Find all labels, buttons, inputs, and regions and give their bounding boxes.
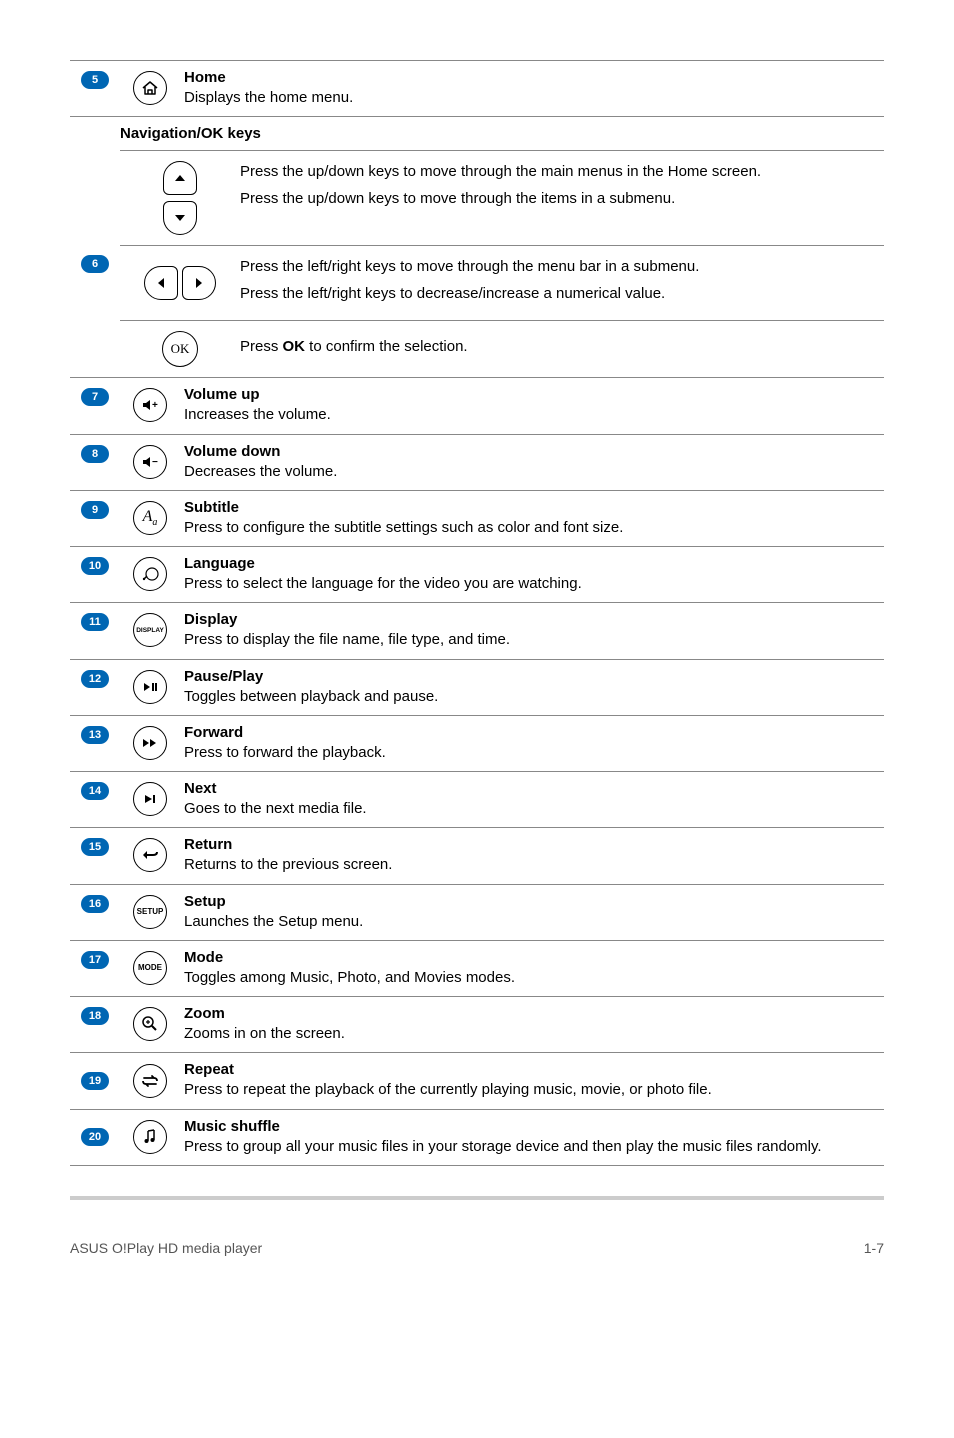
page-footer: ASUS O!Play HD media player 1-7	[70, 1240, 884, 1256]
return-title: Return	[184, 836, 880, 853]
remote-key-table: 5 Home Displays the home menu. Navigatio…	[70, 60, 884, 1166]
subtitle-desc: Press to configure the subtitle settings…	[184, 518, 880, 538]
nav-updown-text-2: Press the up/down keys to move through t…	[240, 188, 874, 209]
voldown-title: Volume down	[184, 443, 880, 460]
nav-ok-text: Press OK to confirm the selection.	[240, 336, 468, 357]
zoom-desc: Zooms in on the screen.	[184, 1024, 880, 1044]
language-title: Language	[184, 555, 880, 572]
svg-text:+: +	[152, 400, 158, 411]
badge-18: 18	[81, 1007, 109, 1025]
volume-up-icon: +	[133, 388, 167, 422]
badge-12: 12	[81, 670, 109, 688]
home-title: Home	[184, 69, 880, 86]
svg-text:−: −	[152, 457, 158, 468]
badge-15: 15	[81, 838, 109, 856]
display-title: Display	[184, 611, 880, 628]
row-volume-down: 8 − Volume down Decreases the volume.	[70, 434, 884, 490]
repeat-icon	[133, 1064, 167, 1098]
badge-13: 13	[81, 726, 109, 744]
badge-19: 19	[81, 1072, 109, 1090]
row-mode: 17 MODE Mode Toggles among Music, Photo,…	[70, 940, 884, 996]
badge-14: 14	[81, 782, 109, 800]
row-zoom: 18 Zoom Zooms in on the screen.	[70, 996, 884, 1052]
row-display: 11 DISPLAY Display Press to display the …	[70, 602, 884, 658]
row-return: 15 Return Returns to the previous screen…	[70, 827, 884, 883]
repeat-title: Repeat	[184, 1061, 880, 1078]
right-arrow-icon	[182, 266, 216, 300]
row-navigation: Navigation/OK keys 6 Press the up/down k…	[70, 116, 884, 377]
badge-10: 10	[81, 557, 109, 575]
ok-button-icon: OK	[162, 331, 198, 367]
nav-updown-row: Press the up/down keys to move through t…	[120, 150, 884, 245]
home-desc: Displays the home menu.	[184, 88, 880, 108]
badge-5: 5	[81, 71, 109, 89]
voldown-desc: Decreases the volume.	[184, 462, 880, 482]
mode-desc: Toggles among Music, Photo, and Movies m…	[184, 968, 880, 988]
badge-8: 8	[81, 445, 109, 463]
pauseplay-icon	[133, 670, 167, 704]
left-arrow-icon	[144, 266, 178, 300]
row-repeat: 19 Repeat Press to repeat the playback o…	[70, 1052, 884, 1108]
footer-divider	[70, 1196, 884, 1200]
row-next: 14 Next Goes to the next media file.	[70, 771, 884, 827]
setup-icon: SETUP	[133, 895, 167, 929]
badge-16: 16	[81, 895, 109, 913]
row-pauseplay: 12 Pause/Play Toggles between playback a…	[70, 659, 884, 715]
next-desc: Goes to the next media file.	[184, 799, 880, 819]
row-setup: 16 SETUP Setup Launches the Setup menu.	[70, 884, 884, 940]
zoom-icon	[133, 1007, 167, 1041]
display-icon: DISPLAY	[133, 613, 167, 647]
volup-desc: Increases the volume.	[184, 405, 880, 425]
volume-down-icon: −	[133, 445, 167, 479]
pauseplay-desc: Toggles between playback and pause.	[184, 687, 880, 707]
nav-leftright-row: Press the left/right keys to move throug…	[120, 245, 884, 320]
forward-desc: Press to forward the playback.	[184, 743, 880, 763]
footer-left: ASUS O!Play HD media player	[70, 1240, 262, 1256]
forward-icon	[133, 726, 167, 760]
badge-7: 7	[81, 388, 109, 406]
row-subtitle: 9 Aa Subtitle Press to configure the sub…	[70, 490, 884, 546]
language-desc: Press to select the language for the vid…	[184, 574, 880, 594]
nav-lr-text-1: Press the left/right keys to move throug…	[240, 256, 874, 277]
return-icon	[133, 838, 167, 872]
nav-updown-text-1: Press the up/down keys to move through t…	[240, 161, 874, 182]
badge-9: 9	[81, 501, 109, 519]
repeat-desc: Press to repeat the playback of the curr…	[184, 1080, 880, 1100]
subtitle-icon: Aa	[133, 501, 167, 535]
return-desc: Returns to the previous screen.	[184, 855, 880, 875]
down-arrow-icon	[163, 201, 197, 235]
nav-title: Navigation/OK keys	[120, 117, 261, 150]
row-home: 5 Home Displays the home menu.	[70, 60, 884, 116]
music-shuffle-icon	[133, 1120, 167, 1154]
badge-20: 20	[81, 1128, 109, 1146]
mode-icon: MODE	[133, 951, 167, 985]
subtitle-title: Subtitle	[184, 499, 880, 516]
up-arrow-icon	[163, 161, 197, 195]
row-shuffle: 20 Music shuffle Press to group all your…	[70, 1109, 884, 1166]
badge-17: 17	[81, 951, 109, 969]
next-icon	[133, 782, 167, 816]
footer-right: 1-7	[864, 1240, 884, 1256]
nav-lr-text-2: Press the left/right keys to decrease/in…	[240, 283, 874, 304]
pauseplay-title: Pause/Play	[184, 668, 880, 685]
badge-6: 6	[81, 255, 109, 273]
home-icon	[133, 71, 167, 105]
badge-11: 11	[81, 613, 109, 631]
volup-title: Volume up	[184, 386, 880, 403]
next-title: Next	[184, 780, 880, 797]
forward-title: Forward	[184, 724, 880, 741]
shuffle-title: Music shuffle	[184, 1118, 880, 1135]
nav-ok-row: OK Press OK to confirm the selection.	[120, 320, 884, 377]
language-icon	[133, 557, 167, 591]
row-volume-up: 7 + Volume up Increases the volume.	[70, 377, 884, 433]
zoom-title: Zoom	[184, 1005, 880, 1022]
shuffle-desc: Press to group all your music files in y…	[184, 1137, 880, 1157]
display-desc: Press to display the file name, file typ…	[184, 630, 880, 650]
setup-title: Setup	[184, 893, 880, 910]
row-forward: 13 Forward Press to forward the playback…	[70, 715, 884, 771]
row-language: 10 Language Press to select the language…	[70, 546, 884, 602]
setup-desc: Launches the Setup menu.	[184, 912, 880, 932]
mode-title: Mode	[184, 949, 880, 966]
